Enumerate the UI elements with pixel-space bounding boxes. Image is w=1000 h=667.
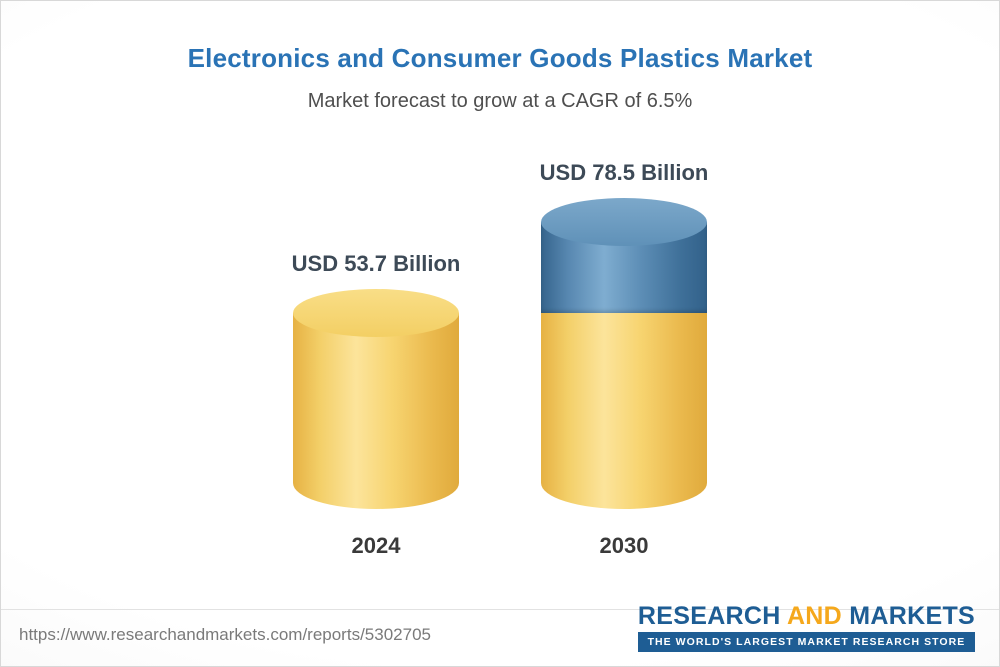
bar-2024-cylinder [293,288,459,509]
logo-wordmark: RESEARCH AND MARKETS [638,603,975,629]
footer-divider [1,609,999,610]
bar-2024: USD 53.7 Billion 2024 [292,251,461,559]
report-url-link[interactable]: https://www.researchandmarkets.com/repor… [19,625,431,644]
bar-2030-cylinder [541,197,707,509]
logo-word-and: AND [786,601,843,630]
bar-2024-value-label: USD 53.7 Billion [291,250,461,276]
bar-2024-base-segment [293,312,459,509]
research-and-markets-logo[interactable]: RESEARCH AND MARKETS THE WORLD'S LARGEST… [637,603,975,652]
logo-word-research: RESEARCH [637,601,781,630]
bar-2030-base-segment [541,312,707,509]
bar-2024-cylinder-top [293,288,459,337]
bar-2030-value-label: USD 78.5 Billion [539,159,709,185]
chart-subtitle: Market forecast to grow at a CAGR of 6.5… [307,90,693,112]
x-axis-label-2030: 2030 [599,533,649,558]
logo-tagline: THE WORLD'S LARGEST MARKET RESEARCH STOR… [637,632,975,652]
bar-2030-cylinder-top [541,197,707,246]
chart-title: Electronics and Consumer Goods Plastics … [187,43,813,73]
bar-2030: USD 78.5 Billion 2030 [540,160,709,558]
logo-word-markets: MARKETS [849,601,975,630]
x-axis-label-2024: 2024 [351,533,401,558]
